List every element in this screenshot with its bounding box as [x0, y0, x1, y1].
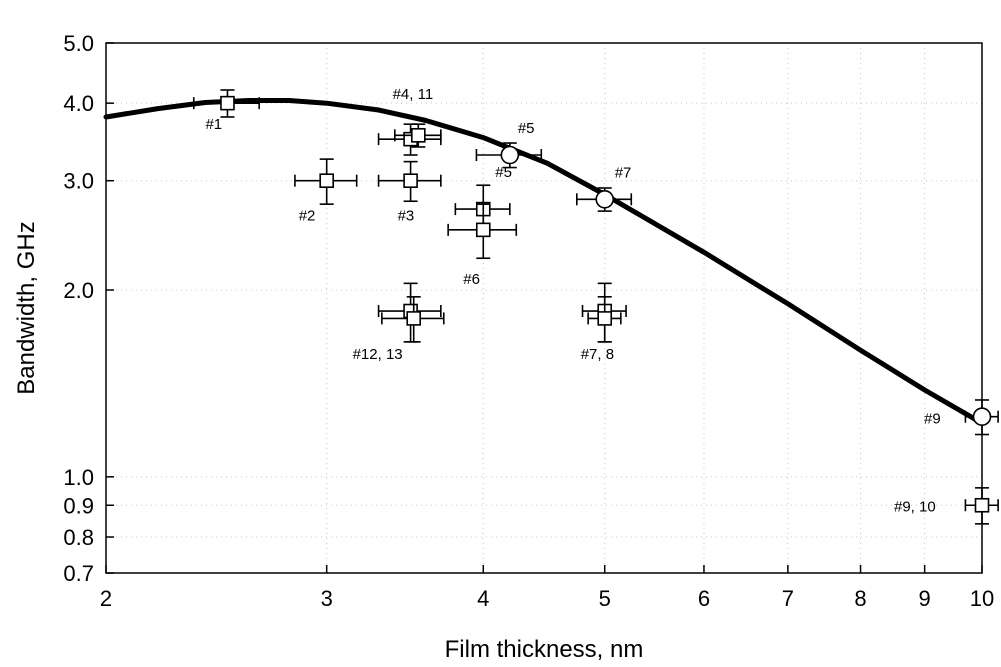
- y-tick-label: 0.9: [63, 493, 94, 518]
- data-point-square: [319, 173, 334, 189]
- point-label: #9, 10: [894, 498, 936, 515]
- data-point-square: [974, 497, 990, 513]
- x-axis-title: Film thickness, nm: [445, 636, 644, 663]
- x-tick-label: 4: [477, 586, 489, 611]
- x-tick-label: 7: [782, 586, 794, 611]
- point-label: #7: [615, 164, 632, 181]
- point-label: #3: [398, 208, 415, 225]
- fit-curve-layer: [103, 98, 985, 426]
- x-tick-label: 9: [919, 586, 931, 611]
- grid: [106, 43, 982, 573]
- data-point-square: [411, 128, 426, 143]
- data-points-layer: [192, 89, 999, 525]
- data-point-circle: [500, 145, 520, 165]
- point-label: #2: [299, 208, 316, 225]
- x-tick-label: 8: [854, 586, 866, 611]
- y-tick-label: 3.0: [63, 169, 94, 194]
- point-label: #6: [463, 271, 480, 288]
- point-label: #7, 8: [581, 346, 614, 363]
- error-bars: [964, 399, 999, 436]
- point-label: #5: [518, 120, 535, 137]
- point-label: #9: [924, 411, 941, 428]
- y-tick-label: 0.8: [63, 525, 94, 550]
- y-tick-label: 2.0: [63, 278, 94, 303]
- fit-curve: [103, 98, 985, 426]
- x-tick-label: 2: [100, 586, 112, 611]
- data-point-square: [597, 311, 613, 326]
- y-axis-title: Bandwidth, GHz: [13, 221, 40, 394]
- x-tick-label: 10: [970, 586, 994, 611]
- data-point-square: [403, 173, 418, 189]
- point-label: #5: [495, 164, 512, 181]
- y-tick-label: 1.0: [63, 465, 94, 490]
- data-point-circle: [595, 190, 615, 209]
- x-tick-label: 3: [321, 586, 333, 611]
- data-point-circle: [972, 407, 992, 426]
- data-point-square: [406, 311, 421, 326]
- plot-frame: [105, 42, 983, 574]
- x-tick-label: 6: [698, 586, 710, 611]
- axis-ticks: 2 3 4 5 6 7 8 9 10 0.7 0.8 0.9 1.0 2.0 3.0 4.0 5.0: [63, 31, 994, 611]
- data-point-square: [475, 222, 491, 238]
- y-tick-label: 4.0: [63, 91, 94, 116]
- y-tick-label: 0.7: [63, 561, 94, 586]
- point-label: #4, 11: [393, 86, 434, 103]
- x-tick-label: 5: [599, 586, 611, 611]
- point-label: #12, 13: [353, 346, 403, 363]
- point-labels-layer: #1 #2 #3 #4, 11 #5 #6 #12, 13 #7, 8 #9, 10 #5 #7 #9: [205, 86, 940, 515]
- point-label: #1: [205, 116, 222, 133]
- data-point-square: [220, 95, 235, 111]
- y-tick-label: 5.0: [63, 31, 94, 56]
